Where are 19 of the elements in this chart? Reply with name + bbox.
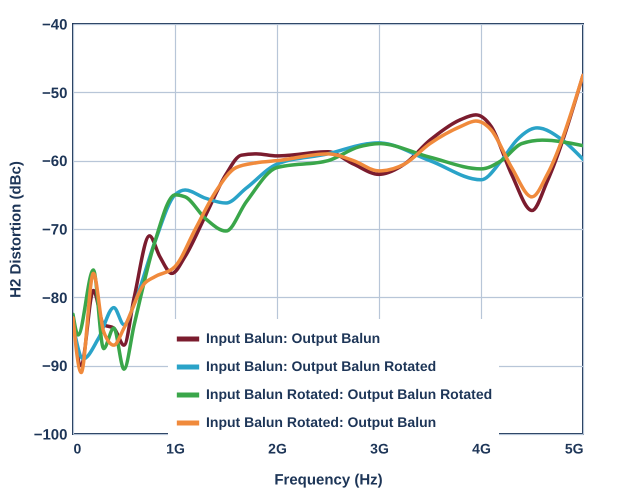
- x-tick-label: 3G: [370, 440, 389, 456]
- y-tick-label: −70: [42, 222, 68, 238]
- legend-label: Input Balun Rotated: Output Balun: [206, 414, 436, 430]
- x-tick-label: 1G: [166, 440, 185, 456]
- x-tick-label: 5G: [564, 440, 584, 456]
- x-axis-title: Frequency (Hz): [274, 472, 383, 488]
- y-tick-label: −60: [42, 153, 68, 170]
- x-tick-label: 4G: [472, 440, 491, 456]
- legend-label: Input Balun: Output Balun: [206, 330, 380, 346]
- y-tick-label: −80: [42, 290, 68, 307]
- y-tick-label: −100: [34, 426, 68, 444]
- y-tick-label: −40: [42, 16, 68, 34]
- legend-label: Input Balun Rotated: Output Balun Rotated: [206, 386, 492, 402]
- x-tick-label: 2G: [268, 440, 287, 456]
- y-tick-label: −90: [42, 358, 68, 376]
- y-axis-title: H2 Distortion (dBc): [8, 161, 25, 298]
- x-tick-label: 0: [74, 440, 82, 456]
- legend-label: Input Balun: Output Balun Rotated: [206, 358, 436, 374]
- y-tick-label: −50: [42, 84, 68, 102]
